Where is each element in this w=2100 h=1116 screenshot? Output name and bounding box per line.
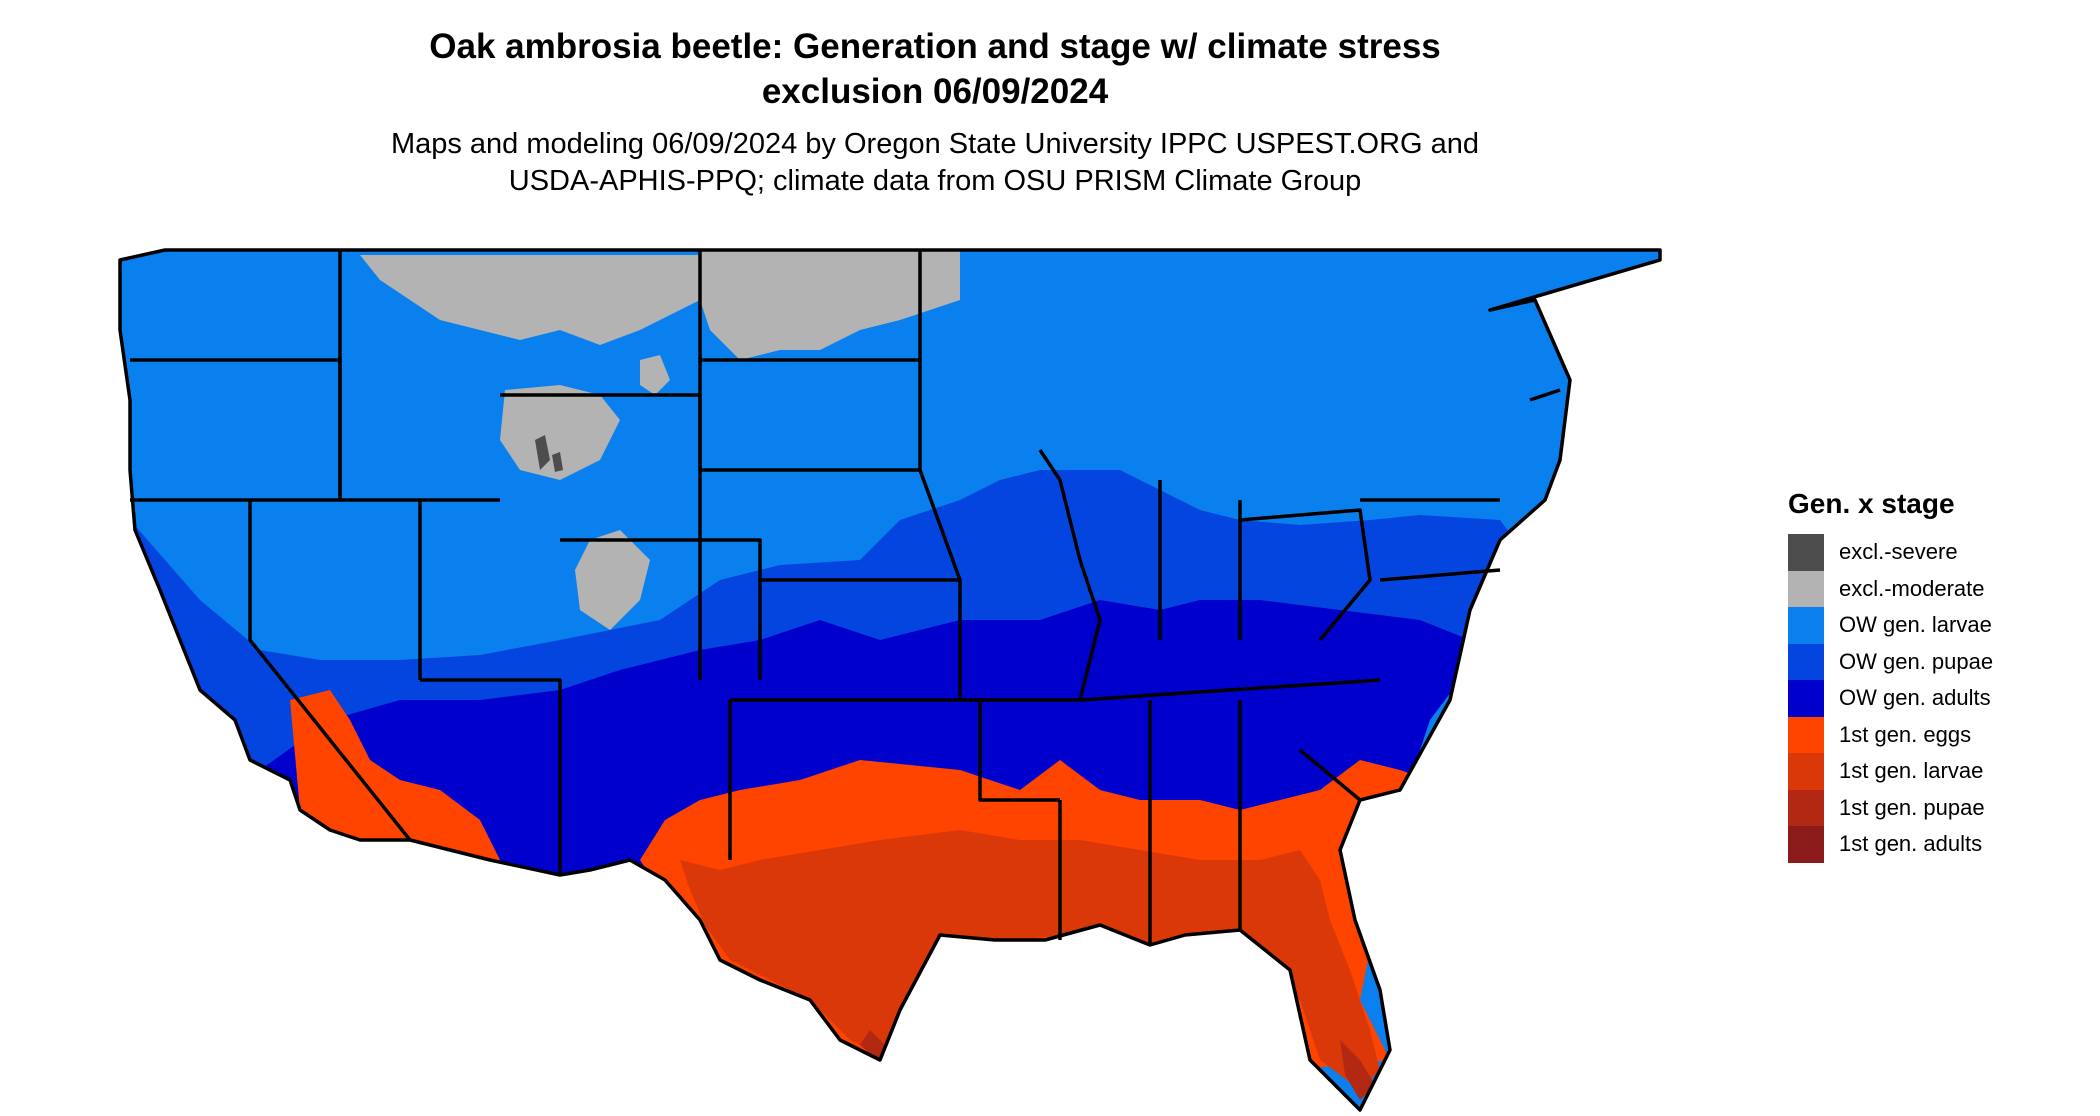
legend-swatch: [1788, 716, 1824, 753]
state-boundaries: [118, 248, 1662, 1112]
legend-swatch: [1788, 643, 1824, 680]
legend-item-1st-adults: 1st gen. adults: [1788, 826, 1993, 863]
legend-label: 1st gen. pupae: [1839, 794, 1985, 820]
legend-swatch: [1788, 789, 1824, 826]
legend-label: excl.-moderate: [1839, 575, 1985, 601]
legend-label: OW gen. larvae: [1839, 612, 1992, 638]
legend-item-1st-pupae: 1st gen. pupae: [1788, 789, 1993, 826]
legend-item-1st-eggs: 1st gen. eggs: [1788, 716, 1993, 753]
legend-item-ow-adults: OW gen. adults: [1788, 680, 1993, 717]
legend-label: excl.-severe: [1839, 539, 1958, 565]
legend-swatch: [1788, 570, 1824, 607]
legend-label: 1st gen. larvae: [1839, 758, 1984, 784]
legend-label: 1st gen. adults: [1839, 831, 1983, 857]
map-fill-layers: [120, 250, 1660, 1110]
legend-item-excl-moderate: excl.-moderate: [1788, 570, 1993, 607]
legend-label: OW gen. pupae: [1839, 648, 1994, 674]
us-phenology-map: [118, 248, 1662, 1112]
legend-swatch: [1788, 680, 1824, 717]
map-subtitle: Maps and modeling 06/09/2024 by Oregon S…: [0, 126, 1870, 200]
legend-swatch: [1788, 826, 1824, 863]
subtitle-line-2: USDA-APHIS-PPQ; climate data from OSU PR…: [508, 165, 1362, 197]
title-line-2: exclusion 06/09/2024: [761, 72, 1109, 111]
legend: Gen. x stage excl.-severe excl.-moderate…: [1788, 488, 1993, 863]
legend-item-1st-larvae: 1st gen. larvae: [1788, 753, 1993, 790]
legend-swatch: [1788, 534, 1824, 571]
title-line-1: Oak ambrosia beetle: Generation and stag…: [429, 27, 1441, 66]
legend-swatch: [1788, 753, 1824, 790]
legend-title: Gen. x stage: [1788, 488, 1955, 519]
legend-item-ow-larvae: OW gen. larvae: [1788, 607, 1993, 644]
legend-item-excl-severe: excl.-severe: [1788, 534, 1993, 571]
map-title: Oak ambrosia beetle: Generation and stag…: [0, 24, 1870, 114]
legend-label: OW gen. adults: [1839, 685, 1991, 711]
legend-swatch: [1788, 607, 1824, 644]
legend-item-ow-pupae: OW gen. pupae: [1788, 643, 1994, 680]
legend-label: 1st gen. eggs: [1839, 721, 1972, 747]
subtitle-line-1: Maps and modeling 06/09/2024 by Oregon S…: [390, 128, 1480, 160]
